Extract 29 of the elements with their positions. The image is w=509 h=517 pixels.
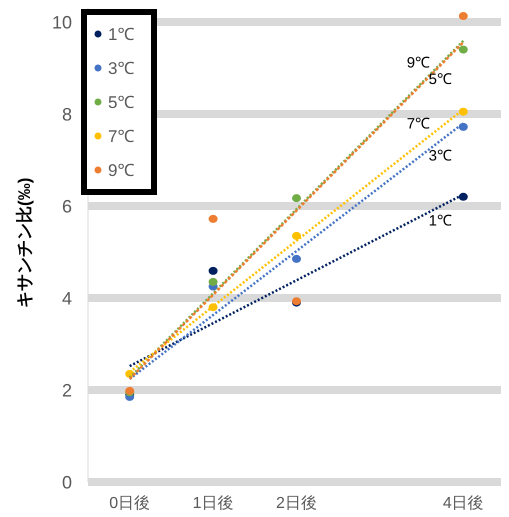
y-tick-label: 8	[62, 104, 72, 124]
y-axis-title: キサンチン比(‰)	[15, 178, 34, 308]
annotation: 1℃	[428, 212, 452, 230]
point	[208, 214, 218, 223]
legend-label: 7℃	[108, 126, 134, 146]
x-tick-label: 0日後	[109, 494, 150, 512]
y-tick-label: 0	[62, 472, 72, 492]
annotation: 9℃	[406, 54, 430, 72]
y-tick-label: 2	[62, 380, 72, 400]
annotation: 7℃	[406, 115, 430, 132]
y-tick-label: 4	[62, 288, 72, 308]
point	[208, 266, 218, 275]
point	[458, 12, 468, 20]
legend-label: 9℃	[108, 160, 134, 180]
point	[292, 254, 301, 263]
legend-label: 5℃	[108, 92, 134, 112]
x-tick-label: 1日後	[192, 494, 234, 512]
x-tick-label: 4日後	[442, 494, 484, 512]
annotation: 5℃	[428, 71, 452, 88]
y-tick-label: 6	[62, 196, 72, 216]
point	[292, 194, 301, 202]
point	[458, 46, 468, 54]
point	[208, 278, 218, 286]
point	[292, 232, 301, 240]
legend-label: 1℃	[108, 24, 134, 44]
x-tick-label: 2日後	[276, 494, 317, 512]
annotation: 3℃	[428, 147, 452, 164]
legend-label: 3℃	[108, 58, 134, 78]
y-tick-label: 10	[52, 12, 72, 32]
